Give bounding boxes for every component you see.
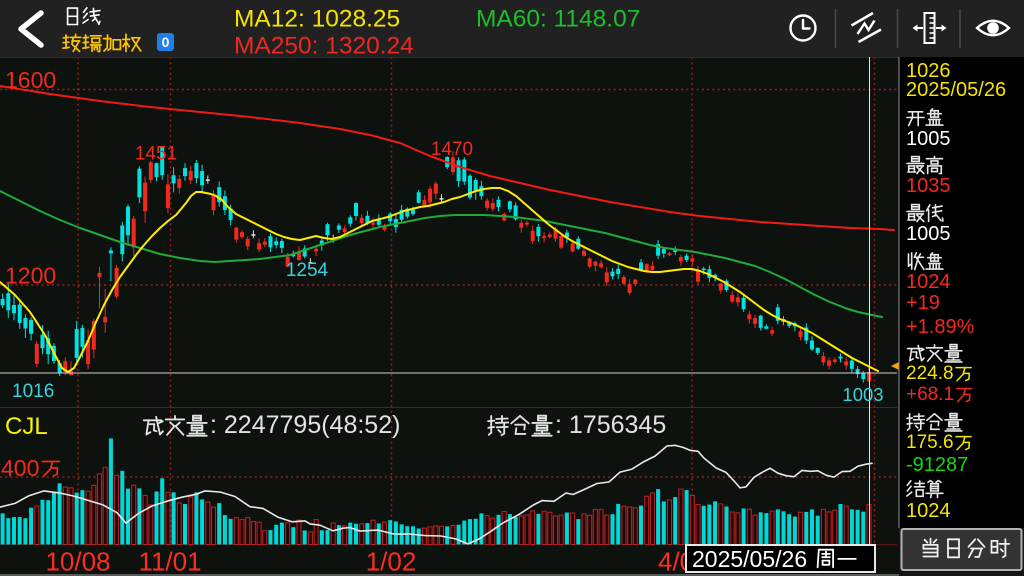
svg-text:1016: 1016: [12, 381, 54, 402]
svg-text:1005: 1005: [906, 128, 951, 150]
svg-text:400: 400: [1, 455, 39, 481]
svg-text:1600: 1600: [5, 67, 56, 93]
svg-text:2025/05/26: 2025/05/26: [906, 79, 1006, 101]
svg-text:1003: 1003: [842, 384, 883, 405]
svg-text:+19: +19: [906, 292, 940, 314]
svg-text:11/01: 11/01: [138, 547, 201, 576]
svg-text:1024: 1024: [906, 500, 951, 522]
svg-text:1/02: 1/02: [366, 547, 417, 576]
svg-text:1254: 1254: [286, 260, 329, 281]
svg-text:10/08: 10/08: [45, 547, 110, 576]
svg-text:1200: 1200: [5, 263, 56, 289]
svg-text:0: 0: [162, 34, 170, 50]
svg-text:MA250: 1320.24: MA250: 1320.24: [234, 33, 414, 60]
svg-text:MA12: 1028.25: MA12: 1028.25: [234, 6, 400, 33]
svg-text:+1.89%: +1.89%: [906, 316, 975, 338]
svg-text:: 1756345: : 1756345: [555, 411, 666, 439]
svg-text:-91287: -91287: [906, 454, 968, 476]
svg-text:CJL: CJL: [5, 413, 48, 440]
svg-text:1026: 1026: [906, 60, 951, 82]
svg-text:: 2247795(48:52): : 2247795(48:52): [210, 411, 400, 439]
svg-text:1451: 1451: [135, 144, 177, 165]
svg-text:224.8: 224.8: [906, 363, 954, 384]
svg-text:1005: 1005: [906, 223, 951, 245]
svg-text:+68.1: +68.1: [906, 384, 954, 405]
svg-text:175.6: 175.6: [906, 432, 954, 453]
svg-text:MA60: 1148.07: MA60: 1148.07: [476, 6, 640, 33]
svg-text:1470: 1470: [431, 139, 473, 160]
svg-text:1024: 1024: [906, 271, 951, 293]
svg-text:2025/05/26: 2025/05/26: [692, 546, 807, 572]
svg-text:1035: 1035: [906, 175, 951, 197]
